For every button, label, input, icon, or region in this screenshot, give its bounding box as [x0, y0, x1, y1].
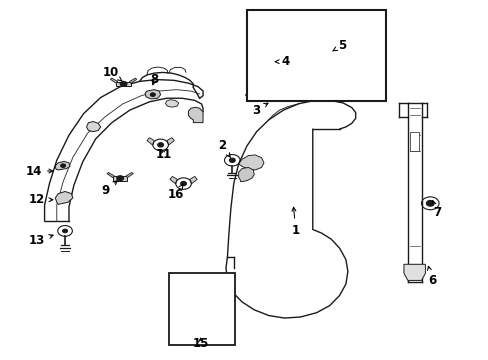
Text: 6: 6: [427, 266, 435, 287]
Polygon shape: [55, 192, 73, 204]
Polygon shape: [147, 138, 154, 145]
Polygon shape: [238, 167, 254, 182]
Polygon shape: [247, 72, 271, 90]
Polygon shape: [165, 100, 178, 107]
Circle shape: [62, 229, 67, 233]
Text: 15: 15: [192, 337, 208, 350]
Text: 2: 2: [218, 139, 230, 158]
Polygon shape: [107, 172, 114, 177]
Polygon shape: [86, 122, 101, 132]
Polygon shape: [110, 78, 118, 83]
Polygon shape: [189, 176, 197, 184]
Polygon shape: [264, 16, 334, 47]
Polygon shape: [238, 155, 264, 170]
Circle shape: [150, 93, 155, 96]
Polygon shape: [259, 19, 331, 51]
Bar: [246, 10, 385, 101]
Text: 16: 16: [168, 184, 184, 201]
Text: 14: 14: [25, 165, 53, 177]
Polygon shape: [116, 82, 131, 86]
Polygon shape: [55, 161, 70, 170]
Polygon shape: [188, 107, 203, 123]
Polygon shape: [113, 176, 127, 180]
Text: 11: 11: [156, 148, 172, 161]
Polygon shape: [166, 138, 174, 145]
Circle shape: [266, 70, 273, 75]
Circle shape: [120, 81, 127, 86]
Bar: [168, 273, 234, 345]
Text: 5: 5: [332, 39, 346, 52]
Circle shape: [229, 158, 235, 162]
Text: 3: 3: [252, 103, 267, 117]
Polygon shape: [175, 275, 195, 291]
Circle shape: [117, 176, 123, 181]
Circle shape: [199, 328, 203, 332]
Circle shape: [180, 181, 186, 186]
Circle shape: [426, 201, 433, 206]
Text: 7: 7: [431, 200, 440, 219]
Polygon shape: [145, 90, 160, 99]
Circle shape: [61, 164, 65, 167]
Text: 12: 12: [29, 193, 53, 206]
Circle shape: [199, 302, 203, 306]
Text: 8: 8: [150, 73, 158, 86]
Polygon shape: [129, 78, 137, 83]
Polygon shape: [403, 264, 425, 280]
Text: 9: 9: [101, 181, 117, 197]
Circle shape: [158, 143, 163, 147]
Text: 1: 1: [291, 207, 299, 237]
Polygon shape: [326, 37, 341, 49]
Polygon shape: [126, 172, 133, 177]
Bar: [409, 132, 418, 151]
Polygon shape: [169, 176, 177, 184]
Text: 4: 4: [275, 55, 289, 68]
Text: 13: 13: [29, 234, 53, 247]
Text: 10: 10: [102, 66, 122, 81]
